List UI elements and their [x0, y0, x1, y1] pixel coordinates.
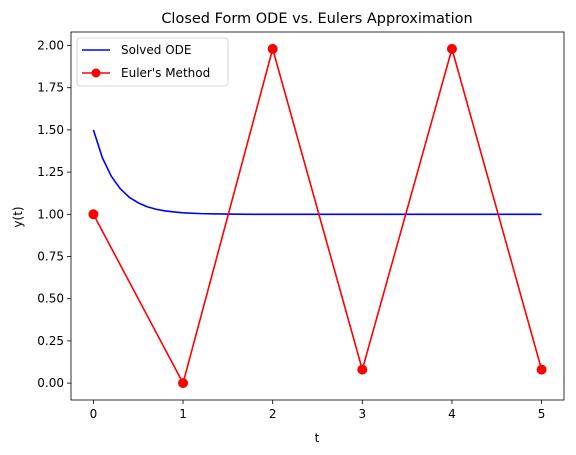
y-tick-label: 0.25: [37, 334, 64, 348]
legend-label-0: Solved ODE: [121, 43, 191, 57]
series-line-1: [92, 48, 543, 384]
legend-label-1: Euler's Method: [121, 66, 210, 80]
x-axis-ticks: 0 1 2 3 4 5: [90, 400, 546, 421]
data-point: [178, 378, 189, 389]
x-tick-label: 2: [269, 407, 277, 421]
y-tick-label: 1.50: [37, 123, 64, 137]
data-point: [536, 364, 547, 375]
legend-box: [76, 37, 229, 87]
chart-title: Closed Form ODE vs. Eulers Approximation: [161, 11, 472, 27]
y-axis-label: y(t): [11, 206, 25, 227]
data-point: [446, 43, 457, 54]
x-tick-label: 4: [448, 407, 456, 421]
series-line-0: [92, 129, 542, 216]
data-point: [357, 364, 368, 375]
x-tick-label: 3: [358, 407, 366, 421]
y-tick-label: 1.75: [37, 81, 64, 95]
x-tick-label: 5: [538, 407, 546, 421]
y-tick-label: 1.00: [37, 207, 64, 221]
y-tick-label: 0.00: [37, 376, 64, 390]
legend-marker: [91, 68, 101, 78]
data-point: [88, 209, 99, 220]
x-tick-label: 0: [90, 407, 98, 421]
plot-markers: [88, 43, 547, 389]
data-point: [267, 43, 278, 54]
y-tick-label: 2.00: [37, 39, 64, 53]
x-axis-label: t: [315, 431, 320, 445]
y-axis-ticks: 0.00 0.25 0.50 0.75 1.00 1.25 1.50 1.75 2.00: [37, 39, 71, 390]
plot-frame: [70, 31, 565, 401]
y-tick-label: 0.50: [37, 292, 64, 306]
y-tick-label: 1.25: [37, 165, 64, 179]
x-tick-label: 1: [179, 407, 187, 421]
legend: Solved ODE Euler's Method: [76, 37, 229, 87]
plot-lines: [92, 48, 543, 384]
y-tick-label: 0.75: [37, 250, 64, 264]
